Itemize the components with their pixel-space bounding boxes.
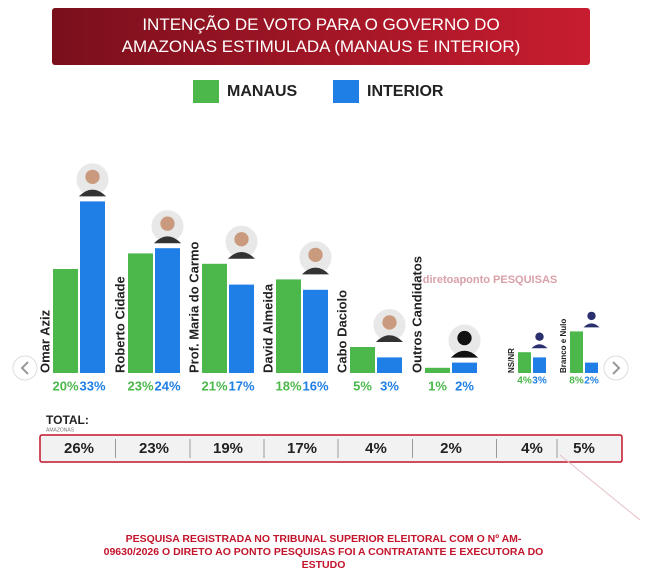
total-value: 26% xyxy=(64,440,94,457)
total-value: 17% xyxy=(287,440,317,457)
value-label: 5% xyxy=(353,378,372,393)
prev-arrow[interactable] xyxy=(12,355,38,381)
watermark: diretoaponto PESQUISAS xyxy=(423,274,557,286)
avatar-body xyxy=(78,189,107,197)
avatar-head xyxy=(160,216,175,231)
avatar-body xyxy=(531,344,548,349)
total-sublabel: AMAZONAS xyxy=(46,427,75,433)
category-label: Omar Aziz xyxy=(37,309,52,373)
total-value: 2% xyxy=(440,440,462,457)
prev-arrow-icon xyxy=(20,361,29,375)
value-label: 23% xyxy=(127,378,153,393)
value-label: 2% xyxy=(584,376,599,387)
value-label: 8% xyxy=(569,376,584,387)
avatar-body xyxy=(227,252,256,259)
value-label: 3% xyxy=(380,378,399,393)
avatar-head xyxy=(382,315,397,330)
chart-title: INTENÇÃO DE VOTO PARA O GOVERNO DO AMAZO… xyxy=(52,8,590,65)
bar xyxy=(518,352,531,373)
legend-swatch xyxy=(193,80,219,103)
bar xyxy=(377,357,402,373)
value-label: 20% xyxy=(52,378,78,393)
value-label: 2% xyxy=(455,378,474,393)
value-label: 18% xyxy=(275,378,301,393)
decor-line xyxy=(559,454,641,521)
legend-label: MANAUS xyxy=(227,83,298,100)
value-label: 1% xyxy=(428,378,447,393)
category-label: Outros Candidatos xyxy=(409,256,424,373)
next-arrow-icon xyxy=(612,361,621,375)
bar xyxy=(53,269,78,373)
bar xyxy=(229,284,254,373)
totals-box xyxy=(39,434,623,463)
category-label: NS/NR xyxy=(507,348,516,373)
footnote: PESQUISA REGISTRADA NO TRIBUNAL SUPERIOR… xyxy=(103,533,544,571)
avatar-body xyxy=(301,267,330,275)
category-label: Prof. Maria do Carmo xyxy=(186,241,201,373)
value-label: 17% xyxy=(228,378,254,393)
total-label: TOTAL: xyxy=(46,413,89,427)
avatar-head xyxy=(85,169,100,184)
category-label: Branco e Nulo xyxy=(559,319,568,373)
value-label: 24% xyxy=(154,378,180,393)
value-label: 33% xyxy=(79,378,105,393)
legend-label: INTERIOR xyxy=(367,83,444,100)
avatar-head xyxy=(535,332,544,341)
avatar-body xyxy=(375,335,404,342)
bar xyxy=(425,367,450,373)
category-label: David Almeida xyxy=(260,283,275,373)
avatar-body xyxy=(153,236,182,244)
value-label: 4% xyxy=(517,376,532,387)
bar xyxy=(155,248,180,373)
bar xyxy=(80,201,105,373)
bar xyxy=(128,253,153,373)
avatar-body xyxy=(583,323,600,328)
bar xyxy=(570,331,583,373)
avatar-head xyxy=(308,247,323,262)
bar xyxy=(303,289,328,373)
next-arrow[interactable] xyxy=(603,355,629,381)
bar xyxy=(276,279,301,373)
avatar-head xyxy=(234,232,249,247)
avatar-body xyxy=(450,350,479,358)
total-value: 4% xyxy=(521,440,543,457)
value-label: 16% xyxy=(302,378,328,393)
total-value: 23% xyxy=(139,440,169,457)
total-value: 4% xyxy=(365,440,387,457)
bar xyxy=(452,362,477,373)
bar xyxy=(350,347,375,373)
category-label: Roberto Cidade xyxy=(112,276,127,373)
legend-swatch xyxy=(333,80,359,103)
value-label: 21% xyxy=(201,378,227,393)
category-label: Cabo Daciolo xyxy=(334,290,349,373)
total-value: 19% xyxy=(213,440,243,457)
total-value: 5% xyxy=(573,440,595,457)
value-label: 3% xyxy=(532,376,547,387)
avatar-head xyxy=(457,330,472,346)
bar xyxy=(585,362,598,373)
bar xyxy=(202,263,227,373)
bar xyxy=(533,357,546,373)
avatar-head xyxy=(587,311,596,321)
